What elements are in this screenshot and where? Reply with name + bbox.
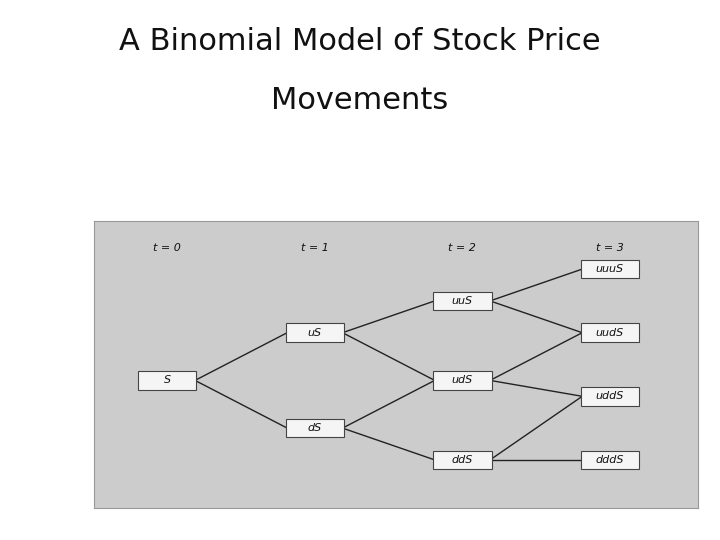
Text: t = 0: t = 0 (153, 243, 181, 253)
Text: dddS: dddS (595, 455, 624, 465)
FancyBboxPatch shape (433, 371, 492, 390)
Text: t = 1: t = 1 (301, 243, 329, 253)
FancyBboxPatch shape (581, 323, 639, 342)
FancyBboxPatch shape (286, 418, 344, 437)
FancyBboxPatch shape (581, 260, 639, 279)
Text: uddS: uddS (595, 392, 624, 401)
FancyBboxPatch shape (138, 371, 197, 390)
Text: uS: uS (308, 328, 322, 338)
Text: dS: dS (307, 423, 322, 433)
Text: S: S (163, 375, 171, 386)
Text: Movements: Movements (271, 86, 449, 116)
FancyBboxPatch shape (581, 450, 639, 469)
Text: t = 3: t = 3 (596, 243, 624, 253)
FancyBboxPatch shape (286, 323, 344, 342)
Text: udS: udS (451, 375, 473, 386)
Text: uuuS: uuuS (596, 264, 624, 274)
Text: ddS: ddS (451, 455, 473, 465)
Text: t = 2: t = 2 (449, 243, 477, 253)
Text: uuS: uuS (452, 296, 473, 306)
FancyBboxPatch shape (433, 292, 492, 310)
FancyBboxPatch shape (581, 387, 639, 406)
Text: uudS: uudS (595, 328, 624, 338)
FancyBboxPatch shape (433, 450, 492, 469)
Text: A Binomial Model of Stock Price: A Binomial Model of Stock Price (120, 27, 600, 56)
